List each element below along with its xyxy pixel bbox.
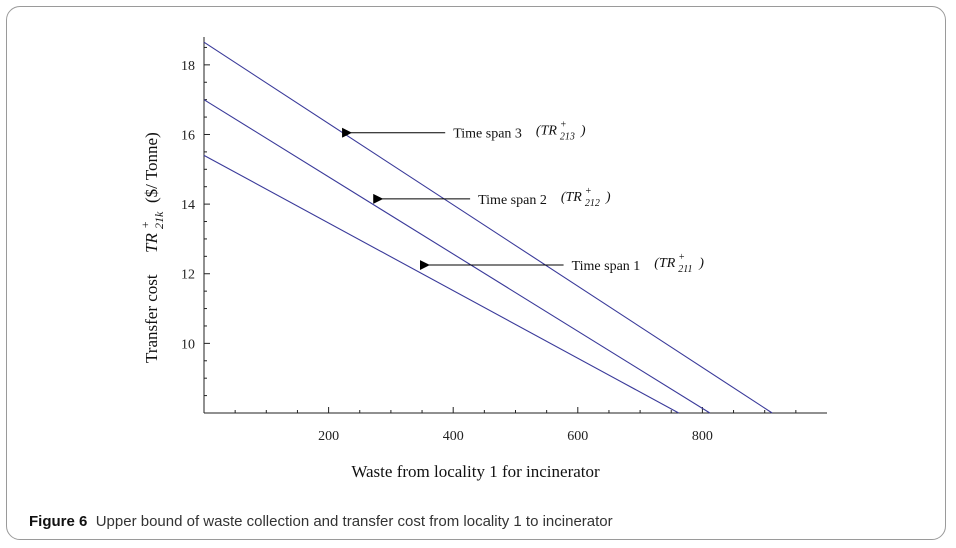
series-math-close: )	[580, 124, 586, 139]
series-math-close: )	[605, 190, 611, 205]
series-math-label: (TR	[654, 256, 675, 271]
series-math-sup: +	[560, 120, 567, 131]
series-math-label: (TR	[561, 190, 582, 205]
y-tick-label: 18	[181, 59, 195, 74]
series-math-close: )	[698, 256, 704, 271]
series-line-2	[203, 99, 711, 414]
x-axis-title: Waste from locality 1 for incinerator	[351, 462, 600, 481]
y-axis-title-sub: 21k	[152, 211, 166, 229]
y-axis-title-math: TR	[142, 233, 161, 253]
series-math-sub: 211	[678, 264, 692, 275]
y-tick-label: 14	[181, 198, 195, 213]
y-tick-label: 10	[181, 337, 195, 352]
series-math-sup: +	[678, 252, 685, 263]
series-label: Time span 3	[453, 127, 522, 142]
y-tick-label: 12	[181, 268, 195, 283]
y-axis-title-prefix: Transfer cost	[142, 274, 161, 363]
figure-frame: 200 400 600 800 10 12 14 16 18 Time span 3 (TR +213…	[6, 6, 946, 540]
y-axis-title-suffix: ($/ Tonne)	[142, 132, 161, 203]
series-line-1	[203, 154, 679, 414]
x-tick-label: 400	[443, 429, 464, 444]
series-math-sup: +	[585, 186, 592, 197]
y-tick-label: 16	[181, 128, 195, 143]
x-tick-label: 800	[692, 429, 713, 444]
series-line-3	[203, 41, 773, 414]
figure-caption: Figure 6 Upper bound of waste collection…	[29, 513, 613, 530]
series-math-sub: 213	[560, 132, 575, 143]
series-label: Time span 2	[478, 193, 547, 208]
x-tick-label: 200	[318, 429, 339, 444]
figure-caption-text: Upper bound of waste collection and tran…	[95, 513, 613, 530]
x-tick-label: 600	[567, 429, 588, 444]
y-axis-title: Transfer cost TR + 21k ($/ Tonne)	[138, 132, 166, 363]
figure-label: Figure 6	[29, 513, 88, 530]
series-label: Time span 1	[572, 259, 641, 274]
series-math-label: (TR	[536, 124, 557, 139]
series-math-sub: 212	[585, 198, 600, 209]
y-axis-title-sup: +	[138, 221, 152, 229]
